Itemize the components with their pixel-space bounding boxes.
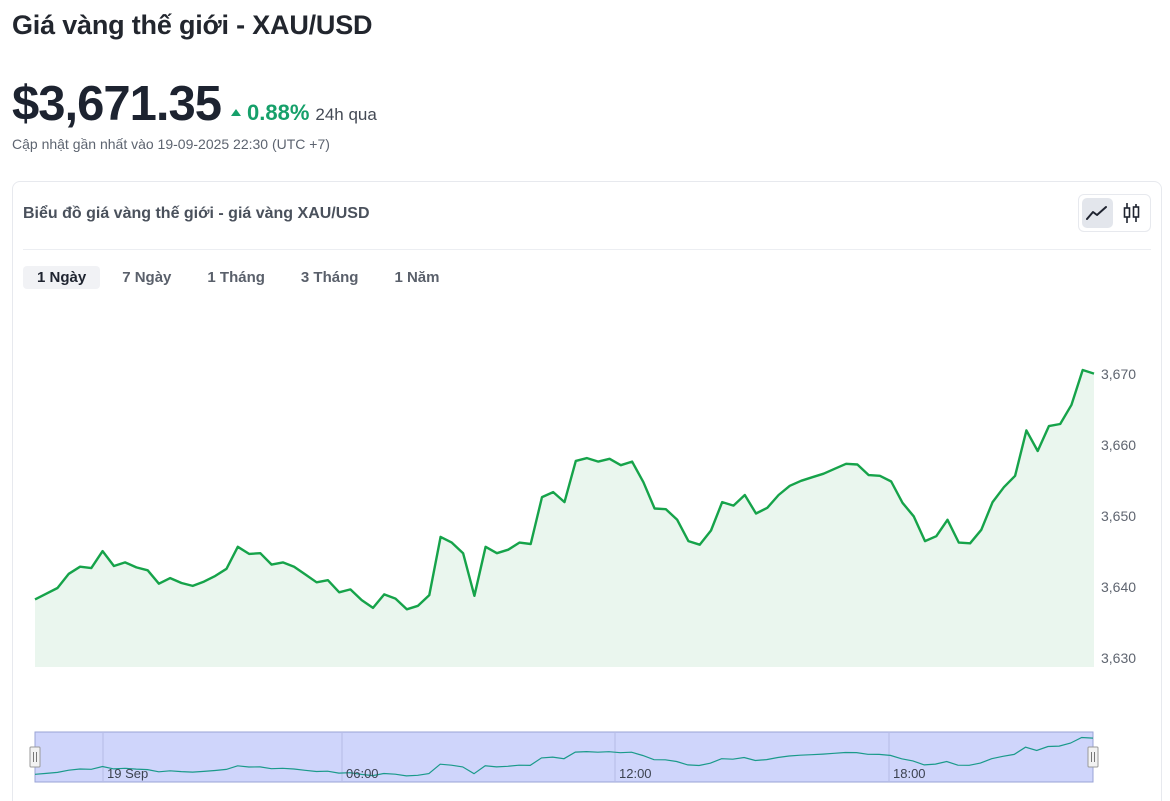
- range-tabs: 1 Ngày 7 Ngày 1 Tháng 3 Tháng 1 Năm: [23, 266, 453, 289]
- current-price: $3,671.35: [12, 77, 222, 131]
- line-chart-icon: [1086, 206, 1108, 220]
- tab-1-year[interactable]: 1 Năm: [394, 269, 440, 286]
- tab-1-day[interactable]: 1 Ngày: [23, 266, 101, 289]
- view-mode-toggle: [1078, 194, 1151, 232]
- tab-3-months[interactable]: 3 Tháng: [300, 269, 359, 286]
- triangle-up-icon: [231, 109, 241, 116]
- change-period: 24h qua: [315, 105, 377, 124]
- chart-card-title: Biểu đồ giá vàng thế giới - giá vàng XAU…: [23, 205, 370, 222]
- candlestick-icon: [1123, 203, 1140, 223]
- candlestick-view-button[interactable]: [1117, 198, 1148, 228]
- chart-card: Biểu đồ giá vàng thế giới - giá vàng XAU…: [12, 181, 1162, 801]
- last-updated: Cập nhật gần nhất vào 19-09-2025 22:30 (…: [12, 136, 330, 152]
- tab-7-days[interactable]: 7 Ngày: [122, 269, 172, 286]
- price-row: $3,671.35 0.88% 24h qua: [12, 76, 377, 132]
- line-view-button[interactable]: [1082, 198, 1113, 228]
- tab-1-month[interactable]: 1 Tháng: [207, 269, 265, 286]
- change-percent: 0.88%: [247, 100, 310, 125]
- price-change: 0.88% 24h qua: [231, 100, 377, 126]
- card-divider: [23, 249, 1151, 250]
- page-title: Giá vàng thế giới - XAU/USD: [12, 10, 373, 40]
